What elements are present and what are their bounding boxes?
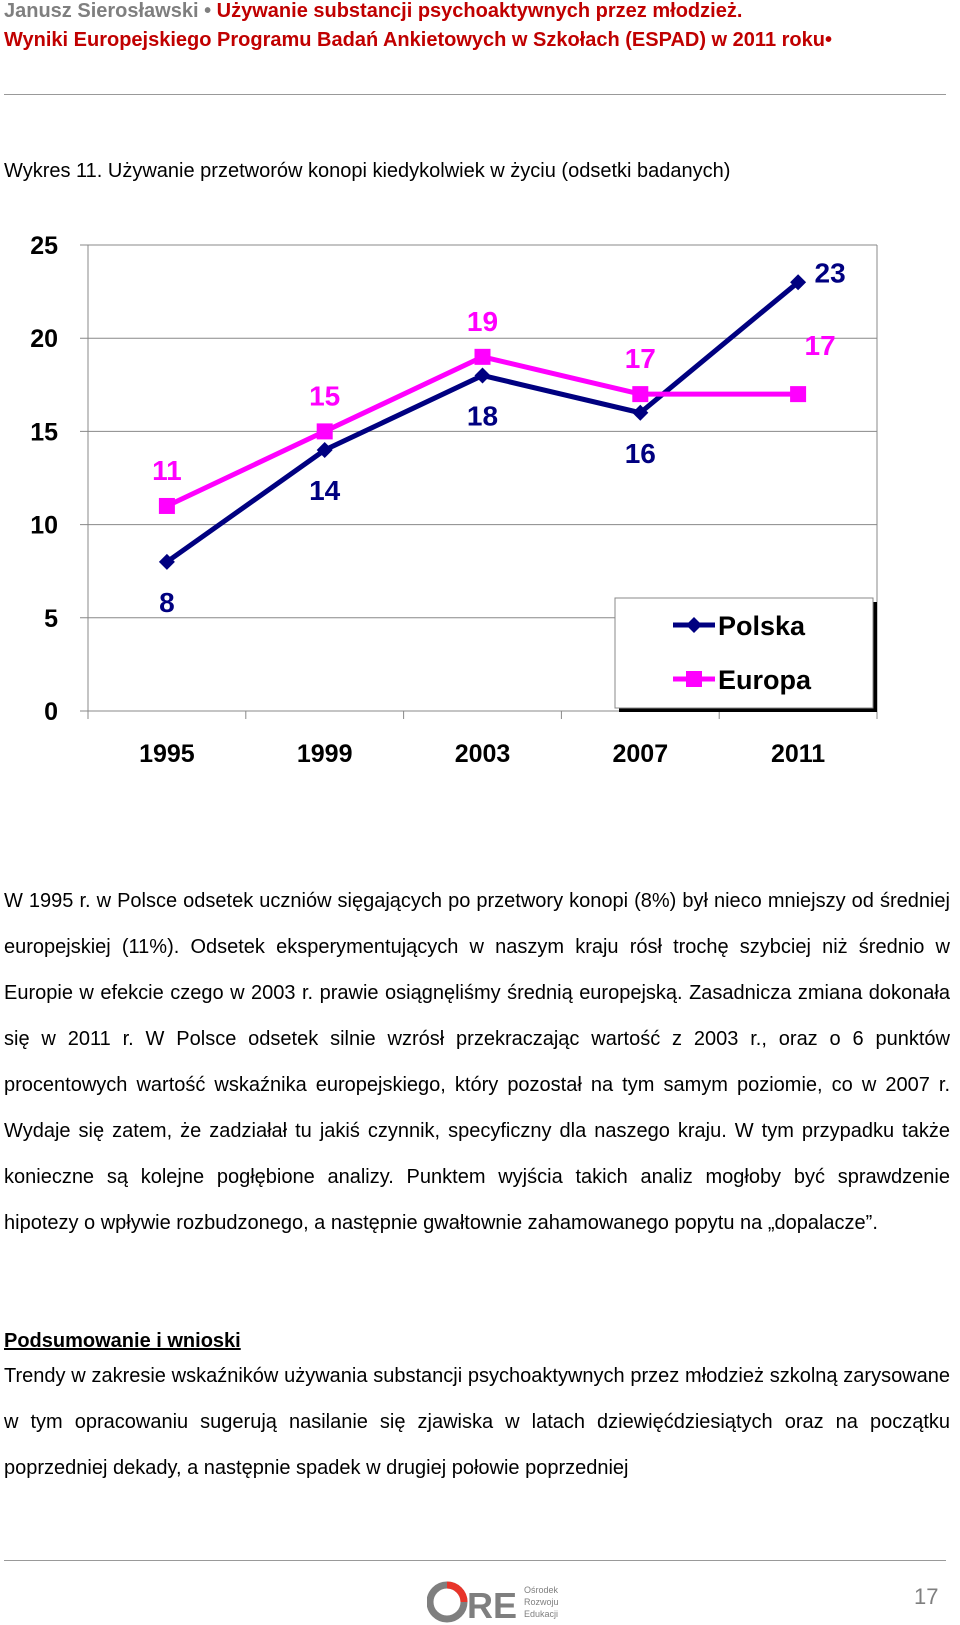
legend-label-europa: Europa <box>718 665 812 695</box>
header-rule <box>4 94 946 95</box>
header-bullet: • <box>198 0 217 22</box>
point-polska-2003 <box>474 367 491 384</box>
chart-series <box>158 274 807 570</box>
data-label-polska-1999: 14 <box>309 475 341 506</box>
figure-caption: Wykres 11. Używanie przetworów konopi ki… <box>4 160 731 182</box>
footer-rule <box>4 1560 946 1561</box>
data-label-polska-2003: 18 <box>467 400 498 431</box>
chart-legend: Polska Europa <box>614 597 877 712</box>
data-label-polska-1995: 8 <box>159 587 175 618</box>
running-header-line-1: Janusz Sierosławski • Używanie substancj… <box>4 0 742 23</box>
point-polska-2007 <box>632 404 649 421</box>
header-author: Janusz Sierosławski <box>4 0 199 22</box>
section-heading: Podsumowanie i wnioski <box>4 1330 241 1352</box>
data-label-polska-2007: 16 <box>625 438 656 469</box>
y-tick-label-15: 15 <box>30 418 58 446</box>
x-tick-label-1999: 1999 <box>297 740 353 768</box>
y-tick-label-20: 20 <box>30 325 58 353</box>
data-label-europa-2007: 17 <box>625 343 656 374</box>
page-number: 17 <box>914 1584 939 1609</box>
x-tick-label-2011: 2011 <box>771 740 825 768</box>
x-tick-label-2003: 2003 <box>455 740 511 768</box>
data-label-polska-2011: 23 <box>815 257 846 288</box>
header-title-line-1: Używanie substancji psychoaktywnych prze… <box>216 0 743 22</box>
y-tick-label-5: 5 <box>44 605 58 633</box>
logo-o-accent <box>446 1581 468 1603</box>
logo-sub-line-2: Rozwoju <box>524 1597 559 1607</box>
logo-sub-line-3: Edukacji <box>524 1609 559 1619</box>
line-chart: 0 5 10 15 20 25 1995 1999 2003 2007 2011 8 14 18 16 23… <box>30 232 878 768</box>
point-europa-1999 <box>316 423 333 440</box>
point-europa-2007 <box>632 386 649 403</box>
logo-subtitle: Ośrodek Rozwoju Edukacji <box>524 1584 559 1620</box>
chart-data-labels: 8 14 18 16 23 11 15 19 17 17 <box>152 257 846 618</box>
legend-label-polska: Polska <box>718 611 806 641</box>
logo-sub-line-1: Ośrodek <box>524 1585 559 1595</box>
data-label-europa-2003: 19 <box>467 306 498 337</box>
data-label-europa-1999: 15 <box>309 380 340 411</box>
data-label-europa-1995: 11 <box>152 455 182 486</box>
point-polska-2011 <box>790 274 807 291</box>
y-tick-label-10: 10 <box>30 512 58 540</box>
x-tick-label-2007: 2007 <box>612 740 668 768</box>
data-label-europa-2011: 17 <box>805 330 836 361</box>
point-europa-2011 <box>790 386 807 403</box>
point-polska-1999 <box>316 442 333 459</box>
legend-marker-polska <box>686 617 702 633</box>
y-tick-label-0: 0 <box>44 698 58 726</box>
y-tick-label-25: 25 <box>30 232 58 260</box>
x-tick-label-1995: 1995 <box>139 740 195 768</box>
running-header-line-2: Wyniki Europejskiego Programu Badań Anki… <box>4 29 832 52</box>
header-trailing-bullet: • <box>824 29 832 51</box>
body-paragraph-1: W 1995 r. w Polsce odsetek uczniów sięga… <box>4 890 950 1234</box>
chart-axes: 0 5 10 15 20 25 1995 1999 2003 2007 2011 <box>30 232 878 768</box>
point-europa-1995 <box>158 497 175 514</box>
legend-box <box>614 597 874 709</box>
logo-text: RE <box>467 1585 517 1625</box>
point-europa-2003 <box>474 348 491 365</box>
ore-logo: RE <box>427 1581 517 1625</box>
body-paragraph-2: Trendy w zakresie wskaźników używania su… <box>4 1365 950 1479</box>
header-title-line-2: Wyniki Europejskiego Programu Badań Anki… <box>4 29 825 51</box>
point-polska-1995 <box>158 553 175 570</box>
legend-marker-europa <box>686 671 702 687</box>
